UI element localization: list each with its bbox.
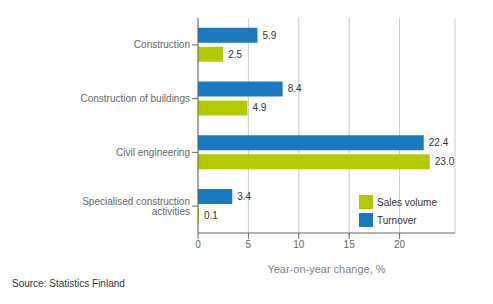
- svg-text:Construction of buildings: Construction of buildings: [80, 93, 190, 104]
- html-text:Source: Statistics Finland: Source: Statistics Finland: [12, 278, 125, 289]
- svg-text:Construction: Construction: [134, 39, 190, 50]
- svg-text:Year-on-year change, %: Year-on-year change, %: [267, 263, 385, 275]
- svg-text:5: 5: [246, 239, 252, 250]
- svg-text:3.4: 3.4: [237, 191, 251, 202]
- svg-text:0: 0: [195, 239, 201, 250]
- svg-text:Civil engineering: Civil engineering: [116, 147, 190, 158]
- svg-text:0.1: 0.1: [204, 210, 218, 221]
- svg-text:23.0: 23.0: [435, 156, 455, 167]
- svg-text:20: 20: [394, 239, 406, 250]
- svg-text:8.4: 8.4: [288, 83, 302, 94]
- svg-text:Specialised constructionactivi: Specialised constructionactivities: [82, 196, 190, 217]
- svg-text:10: 10: [293, 239, 305, 250]
- svg-text:2.5: 2.5: [228, 49, 242, 60]
- svg-text:22.4: 22.4: [429, 137, 449, 148]
- svg-text:5.9: 5.9: [262, 30, 276, 41]
- html-text:Turnover: Turnover: [377, 215, 417, 226]
- svg-text:4.9: 4.9: [252, 102, 266, 113]
- html-text:Sales volume: Sales volume: [377, 197, 437, 208]
- svg-text:15: 15: [344, 239, 356, 250]
